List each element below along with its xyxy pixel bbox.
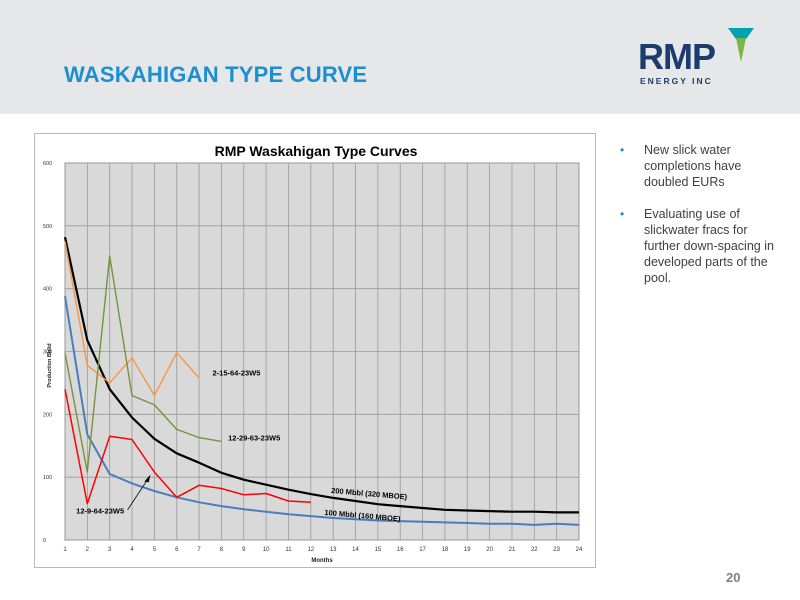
x-tick-label: 19 — [464, 547, 471, 553]
y-tick-label: 300 — [43, 350, 52, 356]
x-tick-label: 21 — [509, 547, 516, 553]
x-tick-label: 23 — [553, 547, 560, 553]
y-tick-label: 500 — [43, 224, 52, 230]
logo-wordmark: RMP — [638, 36, 716, 77]
logo-subtitle: ENERGY INC — [640, 76, 713, 86]
x-axis-label: Months — [311, 558, 333, 564]
x-tick-label: 22 — [531, 547, 538, 553]
slide-title: WASKAHIGAN TYPE CURVE — [64, 62, 368, 87]
x-tick-label: 7 — [197, 547, 201, 553]
x-tick-label: 14 — [352, 547, 359, 553]
x-tick-label: 6 — [175, 547, 179, 553]
chart-title: RMP Waskahigan Type Curves — [215, 143, 418, 159]
header-band — [0, 0, 800, 114]
series-line — [64, 241, 200, 397]
bullet-item: • Evaluating use of slickwater fracs for… — [618, 206, 778, 286]
x-tick-label: 5 — [153, 547, 157, 553]
x-tick-label: 8 — [220, 547, 224, 553]
x-tick-label: 10 — [263, 547, 270, 553]
annotation-arrowhead — [144, 474, 151, 483]
x-tick-label: 13 — [330, 547, 337, 553]
y-tick-label: 400 — [43, 287, 52, 293]
series-label: 2-15-64-23W5 — [212, 368, 260, 377]
x-tick-label: 20 — [486, 547, 493, 553]
page-number: 20 — [726, 570, 741, 585]
x-tick-label: 11 — [285, 547, 292, 553]
bullet-icon: • — [620, 143, 625, 157]
y-tick-label: 100 — [43, 475, 52, 481]
x-tick-label: 12 — [307, 547, 314, 553]
series-label: 12-9-64-23W5 — [76, 507, 124, 516]
series-label: 12-29-63-23W5 — [228, 434, 280, 443]
company-logo: RMP ENERGY INC — [636, 24, 756, 94]
y-tick-label: 600 — [43, 161, 52, 167]
series-line — [64, 255, 222, 473]
x-tick-label: 24 — [576, 547, 583, 553]
series-line — [64, 296, 580, 526]
bullet-text: Evaluating use of slickwater fracs for f… — [644, 207, 774, 285]
x-tick-label: 16 — [397, 547, 404, 553]
x-tick-label: 9 — [242, 547, 246, 553]
x-tick-label: 17 — [419, 547, 426, 553]
bullet-list: • New slick water completions have doubl… — [618, 142, 778, 302]
bullet-item: • New slick water completions have doubl… — [618, 142, 778, 190]
chart-panel: RMP Waskahigan Type Curves 0 100 200 300 400 5… — [34, 133, 596, 568]
x-tick-label: 18 — [442, 547, 449, 553]
x-tick-label: 3 — [108, 547, 112, 553]
series-line — [64, 389, 311, 505]
x-tick-label: 1 — [63, 547, 67, 553]
x-tick-label: 4 — [130, 547, 134, 553]
type-curve-chart: RMP Waskahigan Type Curves 0 100 200 300 400 5… — [43, 143, 583, 564]
series-line — [63, 236, 579, 514]
bullet-text: New slick water completions have doubled… — [644, 143, 742, 189]
logo-mark-icon — [728, 28, 754, 62]
x-tick-label: 15 — [375, 547, 382, 553]
y-tick-label: 200 — [43, 412, 52, 418]
x-tick-label: 2 — [86, 547, 90, 553]
bullet-icon: • — [620, 207, 625, 221]
y-tick-label: 0 — [43, 538, 46, 544]
y-axis-label: Production Bbl/d — [47, 343, 53, 387]
